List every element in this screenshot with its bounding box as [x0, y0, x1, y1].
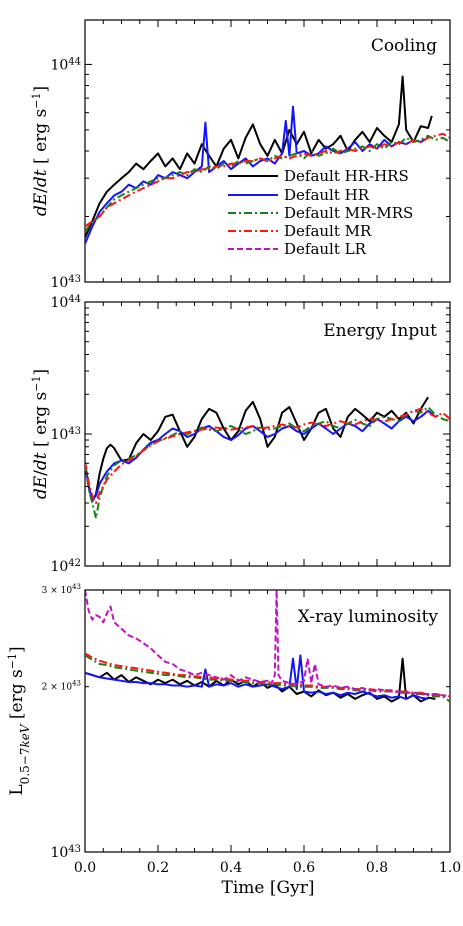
series-line	[85, 590, 450, 698]
series-line	[85, 406, 450, 520]
panel-title: X-ray luminosity	[298, 607, 439, 627]
legend-label: Default LR	[284, 240, 367, 258]
panel-xray-luminosity: 0.0 0.2 0.4 0.6 0.8 1.0 1043 2 × 1043 3 × 1043 X…	[6, 583, 462, 898]
legend: Default HR-HRS Default HR Default MR-MRS…	[228, 167, 413, 258]
y-tick-label: 1042	[50, 558, 81, 576]
series-line	[85, 652, 450, 698]
panel-cooling: 1043 1044 Cooling dE/dt [ erg s−1] Defaul…	[30, 19, 451, 292]
y-tick-label: 1043	[50, 426, 81, 444]
x-tick-label: 1.0	[439, 860, 461, 876]
y-axis-label: L0.5−7keV [erg s−1]	[6, 646, 33, 795]
y-tick-label: 1043	[50, 844, 81, 862]
tick-group: 0.0 0.2 0.4 0.6 0.8 1.0 1043 2 × 1043 3 × 1043	[42, 583, 462, 876]
tick-group: 1042 1043 1044	[50, 294, 451, 576]
x-tick-label: 0.0	[74, 860, 96, 876]
panel-title: Cooling	[371, 36, 437, 56]
axes-frame	[84, 589, 451, 853]
series-line	[85, 75, 433, 239]
y-axis-label: dE/dt [ erg s−1]	[30, 86, 52, 216]
y-tick-label: 3 × 1043	[42, 583, 81, 596]
x-tick-label: 0.4	[220, 860, 242, 876]
x-tick-label: 0.2	[147, 860, 169, 876]
legend-label: Default HR	[284, 186, 370, 204]
x-axis-label: Time [Gyr]	[222, 878, 315, 898]
legend-label: Default HR-HRS	[284, 167, 409, 185]
tick-group: 1043 1044	[50, 20, 451, 292]
legend-label: Default MR-MRS	[284, 204, 413, 222]
y-axis-label: dE/dt [ erg s−1]	[30, 369, 52, 499]
series-group	[85, 396, 450, 520]
series-line	[85, 396, 429, 503]
axes-frame	[84, 301, 451, 567]
series-group	[85, 75, 450, 245]
legend-label: Default MR	[284, 222, 372, 240]
axes-frame	[84, 19, 451, 283]
panel-energy-input: 1042 1043 1044 Energy Input dE/dt [ erg s−…	[30, 294, 451, 576]
x-tick-label: 0.6	[293, 860, 315, 876]
panel-title: Energy Input	[323, 321, 437, 341]
series-group	[85, 590, 450, 703]
series-line	[85, 134, 450, 233]
x-tick-label: 0.8	[366, 860, 388, 876]
y-tick-label: 1044	[50, 294, 81, 312]
y-tick-label: 1044	[50, 56, 81, 74]
y-tick-label: 2 × 1043	[42, 680, 81, 693]
series-line	[85, 654, 429, 700]
series-line	[85, 407, 450, 504]
y-tick-label: 1043	[50, 274, 81, 292]
